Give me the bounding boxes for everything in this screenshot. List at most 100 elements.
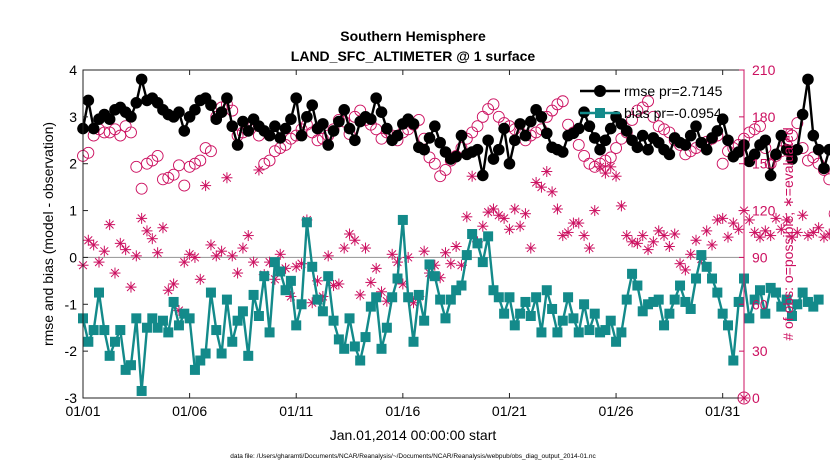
evaluated-obs-point [146,233,158,245]
y-axis-label: rmse and bias (model - observation) [40,122,56,346]
rmse-point [221,92,233,104]
legend-bias-label: bias pr=-0.0954 [624,105,722,121]
y-tick-label: 1 [69,203,77,219]
evaluated-obs-point [370,262,382,274]
chart-subtitle: LAND_SFC_ALTIMETER @ 1 surface [291,48,536,64]
rmse-point [572,122,585,135]
evaluated-obs-point [754,231,766,243]
evaluated-obs-point [775,223,787,235]
rmse-point [407,118,420,130]
bias-point [792,299,803,310]
evaluated-obs-point [605,161,617,173]
bias-point [632,280,643,291]
rmse-point [770,148,782,161]
rmse-point [173,106,185,118]
evaluated-obs-point [546,186,558,198]
y2-tick-label: 60 [752,296,768,312]
evaluated-obs-point [141,225,153,237]
bias-point [515,308,526,319]
bias-point [312,294,323,305]
bias-point [301,217,312,228]
possible-obs-point [476,110,489,123]
evaluated-obs-point [791,226,803,238]
y2-axis-label: # of obs: o=possible; ∗=evaluated [780,127,796,340]
evaluated-obs-point [487,203,499,215]
evaluated-obs-point [354,289,366,301]
bias-point [557,315,568,326]
rmse-point [492,143,505,156]
evaluated-obs-point [360,242,372,254]
evaluated-obs-point [562,226,574,238]
evaluated-obs-point [162,284,174,296]
rmse-point [274,132,287,144]
evaluated-obs-point [770,212,782,224]
rmse-point [604,122,617,135]
evaluated-obs-point [594,161,606,173]
evaluated-obs-point [706,239,718,251]
evaluated-obs-point [637,230,649,242]
y2-tick-label: 180 [752,109,776,125]
bias-point [472,238,483,249]
rmse-point [205,99,217,111]
bias-point [211,325,222,336]
evaluated-obs-point [349,234,361,246]
evaluated-obs-point [498,212,510,224]
y-tick-label: 0 [69,249,77,265]
bias-point [685,303,696,314]
bias-point [701,261,712,272]
evaluated-obs-point [578,230,590,242]
bias-point [147,313,158,324]
bias-point [413,289,424,300]
bias-point [749,294,760,305]
possible-obs-point [828,209,830,218]
chart-title: Southern Hemisphere [340,28,486,44]
possible-obs-point [716,157,729,170]
possible-obs-point [791,117,804,130]
possible-obs-point [194,154,207,167]
possible-obs-point [572,139,585,151]
evaluated-obs-point [450,240,462,252]
bias-point [573,327,584,338]
bias-point [802,296,813,307]
rmse-point [125,111,137,123]
rmse-point [716,113,729,125]
bias-point [141,322,152,333]
rmse-point [418,143,430,156]
evaluated-obs-point [631,237,643,249]
bias-point [813,294,824,305]
evaluated-obs-point [328,280,340,292]
bias-point [221,294,232,305]
bias-point [104,350,115,361]
bias-point [499,308,510,319]
evaluated-obs-point [765,230,777,242]
bias-point [563,292,574,303]
legend-rmse-label: rmse pr=2.7145 [624,83,723,99]
evaluated-obs-point [445,258,457,270]
evaluated-obs-point [477,220,489,232]
x-axis-label: Jan.01,2014 00:00:00 start [330,427,497,443]
bias-point [509,320,520,331]
bias-point [435,294,446,305]
rmse-point [279,122,292,135]
possible-obs-point [98,126,111,139]
evaluated-obs-point [519,208,531,220]
evaluated-obs-point [221,172,233,184]
bias-point [653,294,664,305]
rmse-point [327,125,340,137]
rmse-point [498,122,510,135]
bias-point [152,322,163,333]
y-tick-label: -3 [65,390,78,406]
bias-point [248,289,259,300]
y-tick-label: -2 [65,343,78,359]
bias-point [461,250,472,261]
rmse-point [588,132,601,144]
bias-point [552,327,563,338]
bias-point [280,285,291,296]
rmse-point [487,153,500,165]
possible-obs-point [647,110,660,123]
bias-point [200,348,211,359]
rmse-point [807,129,820,142]
bias-point [355,355,366,366]
y-tick-label: -1 [65,296,78,312]
legend-rmse-marker [594,85,606,97]
